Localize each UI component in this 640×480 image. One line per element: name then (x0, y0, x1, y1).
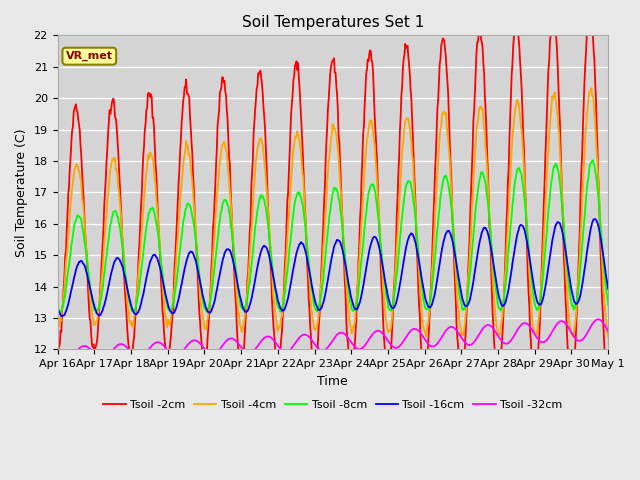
Tsoil -32cm (54, 352, 61, 358)
Tsoil -4cm (176, 203, 184, 208)
Line: Tsoil -8cm: Tsoil -8cm (58, 160, 608, 313)
Tsoil -2cm (120, 273, 128, 278)
Tsoil -8cm (56, 311, 63, 316)
Tsoil -16cm (417, 268, 424, 274)
Line: Tsoil -16cm: Tsoil -16cm (58, 219, 608, 316)
Tsoil -2cm (604, 385, 612, 391)
Tsoil -8cm (417, 271, 424, 277)
Tsoil -8cm (604, 302, 612, 308)
Tsoil -4cm (400, 132, 408, 138)
Tsoil -4cm (205, 303, 213, 309)
Tsoil -16cm (54, 304, 61, 310)
Tsoil -32cm (61, 358, 69, 363)
Tsoil -8cm (401, 193, 408, 199)
Tsoil -4cm (416, 282, 424, 288)
Tsoil -32cm (65, 357, 72, 362)
Title: Soil Temperatures Set 1: Soil Temperatures Set 1 (242, 15, 424, 30)
Tsoil -32cm (177, 350, 185, 356)
Tsoil -4cm (604, 334, 612, 340)
Tsoil -2cm (54, 341, 61, 347)
Tsoil -32cm (604, 328, 612, 334)
Tsoil -8cm (121, 268, 129, 274)
Tsoil -4cm (588, 85, 595, 91)
Tsoil -8cm (65, 268, 72, 274)
Legend: Tsoil -2cm, Tsoil -4cm, Tsoil -8cm, Tsoil -16cm, Tsoil -32cm: Tsoil -2cm, Tsoil -4cm, Tsoil -8cm, Tsoi… (99, 396, 567, 415)
X-axis label: Time: Time (317, 374, 348, 387)
Tsoil -4cm (120, 257, 128, 263)
Tsoil -2cm (587, 5, 595, 11)
Tsoil -32cm (595, 316, 602, 322)
Line: Tsoil -4cm: Tsoil -4cm (58, 88, 608, 337)
Tsoil -2cm (205, 310, 213, 316)
Tsoil -8cm (54, 303, 61, 309)
Tsoil -16cm (65, 301, 72, 307)
Tsoil -8cm (177, 240, 185, 246)
Line: Tsoil -32cm: Tsoil -32cm (58, 319, 608, 360)
Tsoil -16cm (121, 274, 129, 280)
Tsoil -32cm (401, 337, 408, 343)
Tsoil -16cm (58, 313, 66, 319)
Tsoil -16cm (401, 254, 408, 260)
Tsoil -4cm (63, 245, 71, 251)
Tsoil -32cm (417, 330, 424, 336)
Tsoil -16cm (591, 216, 599, 222)
Tsoil -2cm (176, 150, 184, 156)
Tsoil -16cm (604, 286, 612, 292)
Y-axis label: Soil Temperature (C): Soil Temperature (C) (15, 128, 28, 257)
Tsoil -16cm (206, 310, 214, 316)
Tsoil -32cm (121, 343, 129, 348)
Tsoil -16cm (177, 285, 185, 290)
Tsoil -2cm (400, 56, 408, 61)
Tsoil -8cm (206, 300, 214, 306)
Tsoil -32cm (206, 351, 214, 357)
Tsoil -2cm (567, 386, 575, 392)
Line: Tsoil -2cm: Tsoil -2cm (58, 8, 608, 389)
Tsoil -8cm (589, 157, 596, 163)
Tsoil -2cm (63, 212, 71, 217)
Tsoil -4cm (54, 320, 61, 326)
Text: VR_met: VR_met (66, 51, 113, 61)
Tsoil -2cm (416, 312, 424, 318)
